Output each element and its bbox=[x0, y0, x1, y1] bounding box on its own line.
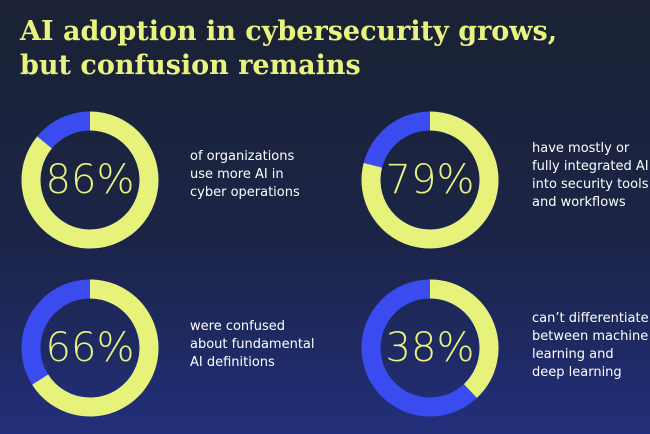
caption-line: were confused bbox=[190, 319, 285, 334]
caption-line: use more AI in bbox=[190, 167, 284, 182]
caption-line: have mostly or bbox=[532, 141, 630, 156]
caption-line: learning and bbox=[532, 347, 614, 362]
caption-line: and workflows bbox=[532, 195, 626, 210]
caption-line: AI definitions bbox=[190, 355, 275, 370]
donut-arc bbox=[21, 111, 159, 249]
donut-value-label: 79% bbox=[386, 157, 475, 203]
donut-value-label: 38% bbox=[386, 325, 475, 371]
donut-arc bbox=[429, 279, 499, 398]
donut-value-label: 86% bbox=[46, 157, 135, 203]
donut-arc bbox=[32, 279, 159, 417]
caption-line: between machine bbox=[532, 329, 648, 344]
caption-line: into security tools bbox=[532, 177, 649, 192]
caption-line: deep learning bbox=[532, 365, 622, 380]
caption-line: of organizations bbox=[190, 149, 294, 164]
donut-value-label: 66% bbox=[46, 325, 135, 371]
caption-line: fully integrated AI bbox=[532, 159, 649, 174]
title-line: but confusion remains bbox=[20, 50, 361, 81]
caption-line: about fundamental bbox=[190, 337, 315, 352]
donut-arc bbox=[361, 111, 499, 249]
title-line: AI adoption in cybersecurity grows, bbox=[19, 16, 557, 47]
caption-line: can’t differentiate bbox=[532, 311, 649, 326]
caption-line: cyber operations bbox=[190, 185, 300, 200]
